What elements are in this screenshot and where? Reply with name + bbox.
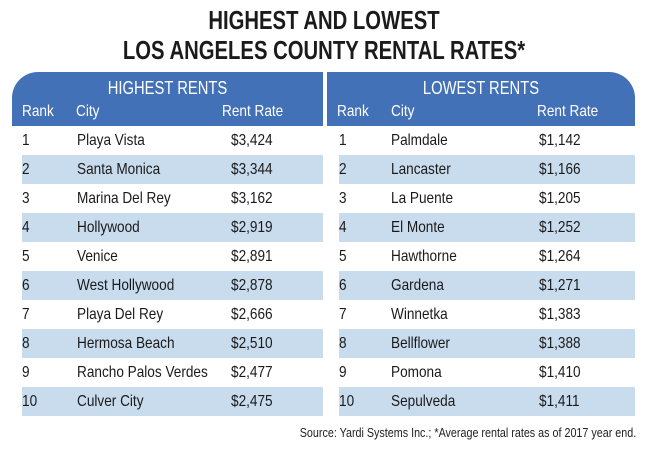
source-note: Source: Yardi Systems Inc.; *Average ren… xyxy=(299,426,636,440)
cell-rank: 8 xyxy=(339,335,347,352)
table-row: 6 West Hollywood $2,878 xyxy=(22,271,323,300)
cell-rate: $3,424 xyxy=(231,132,273,149)
cell-city: Bellflower xyxy=(391,335,450,352)
cell-rank: 7 xyxy=(22,306,30,323)
table-row: 1 Playa Vista $3,424 xyxy=(22,126,323,155)
table-row: 3 La Puente $1,205 xyxy=(339,184,635,213)
cell-rate: $1,264 xyxy=(539,248,581,265)
cell-city: Gardena xyxy=(391,277,444,294)
header-divider xyxy=(323,72,327,126)
cell-city: Playa Del Rey xyxy=(77,306,164,323)
cell-city: Winnetka xyxy=(391,306,448,323)
cell-rank: 10 xyxy=(22,393,38,410)
cell-city: Marina Del Rey xyxy=(77,190,171,207)
table-row: 6 Gardena $1,271 xyxy=(339,271,635,300)
cell-city: Sepulveda xyxy=(391,393,456,410)
cell-city: Palmdale xyxy=(391,132,448,149)
cell-rank: 9 xyxy=(22,364,30,381)
cell-rate: $1,252 xyxy=(539,219,581,236)
lowest-col-rate: Rent Rate xyxy=(537,103,599,120)
table-row: 10 Culver City $2,475 xyxy=(22,387,323,416)
cell-rate: $2,666 xyxy=(231,306,273,323)
lowest-rents-heading: LOWEST RENTS xyxy=(422,78,540,98)
table-row: 9 Rancho Palos Verdes $2,477 xyxy=(22,358,323,387)
cell-rate: $1,411 xyxy=(539,393,580,410)
table-row: 4 Hollywood $2,919 xyxy=(22,213,323,242)
table-row: 8 Bellflower $1,388 xyxy=(339,329,635,358)
cell-rate: $3,344 xyxy=(231,161,273,178)
cell-city: El Monte xyxy=(391,219,445,236)
table-row: 7 Winnetka $1,383 xyxy=(339,300,635,329)
cell-rate: $1,388 xyxy=(539,335,581,352)
cell-rank: 2 xyxy=(339,161,347,178)
table-row: 5 Hawthorne $1,264 xyxy=(339,242,635,271)
cell-city: Rancho Palos Verdes xyxy=(77,364,208,381)
table-row: 3 Marina Del Rey $3,162 xyxy=(22,184,323,213)
table-row: 2 Santa Monica $3,344 xyxy=(22,155,323,184)
cell-city: Hollywood xyxy=(77,219,140,236)
table-row: 7 Playa Del Rey $2,666 xyxy=(22,300,323,329)
highest-col-city: City xyxy=(76,103,100,120)
cell-city: Playa Vista xyxy=(77,132,145,149)
page-title-line-2: LOS ANGELES COUNTY RENTAL RATES* xyxy=(122,35,526,65)
table-row: 2 Lancaster $1,166 xyxy=(339,155,635,184)
cell-city: Lancaster xyxy=(391,161,451,178)
cell-rate: $2,878 xyxy=(231,277,273,294)
lowest-col-city: City xyxy=(391,103,415,120)
highest-col-rate: Rent Rate xyxy=(222,103,284,120)
cell-city: La Puente xyxy=(391,190,454,207)
lowest-rents-table: 1 Palmdale $1,142 2 Lancaster $1,166 3 La Puent… xyxy=(339,126,635,416)
cell-rank: 2 xyxy=(22,161,30,178)
cell-rate: $2,475 xyxy=(231,393,273,410)
cell-rank: 9 xyxy=(339,364,347,381)
cell-rank: 5 xyxy=(339,248,347,265)
cell-city: Culver City xyxy=(77,393,144,410)
cell-rate: $1,166 xyxy=(539,161,581,178)
table-row: 5 Venice $2,891 xyxy=(22,242,323,271)
highest-rents-header: HIGHEST RENTS Rank City Rent Rate xyxy=(12,72,323,126)
table-row: 1 Palmdale $1,142 xyxy=(339,126,635,155)
cell-city: Hermosa Beach xyxy=(77,335,175,352)
cell-rate: $2,919 xyxy=(231,219,273,236)
cell-rate: $1,142 xyxy=(539,132,581,149)
cell-rank: 6 xyxy=(339,277,347,294)
cell-rank: 3 xyxy=(339,190,347,207)
table-row: 9 Pomona $1,410 xyxy=(339,358,635,387)
cell-rank: 8 xyxy=(22,335,30,352)
cell-rate: $2,510 xyxy=(231,335,273,352)
cell-rate: $1,271 xyxy=(539,277,581,294)
cell-city: Pomona xyxy=(391,364,442,381)
cell-rank: 5 xyxy=(22,248,30,265)
cell-rank: 10 xyxy=(339,393,355,410)
cell-rate: $1,205 xyxy=(539,190,581,207)
cell-rate: $1,383 xyxy=(539,306,581,323)
cell-rank: 3 xyxy=(22,190,30,207)
cell-rate: $3,162 xyxy=(231,190,273,207)
highest-rents-table: 1 Playa Vista $3,424 2 Santa Monica $3,344 3 Ma… xyxy=(22,126,323,416)
cell-rate: $2,891 xyxy=(231,248,273,265)
lowest-rents-header: LOWEST RENTS Rank City Rent Rate xyxy=(327,72,635,126)
cell-city: Santa Monica xyxy=(77,161,161,178)
cell-rank: 1 xyxy=(22,132,30,149)
cell-rank: 1 xyxy=(339,132,347,149)
cell-rate: $1,410 xyxy=(539,364,581,381)
table-row: 8 Hermosa Beach $2,510 xyxy=(22,329,323,358)
table-row: 10 Sepulveda $1,411 xyxy=(339,387,635,416)
cell-rank: 4 xyxy=(22,219,30,236)
cell-rank: 4 xyxy=(339,219,347,236)
highest-rents-heading: HIGHEST RENTS xyxy=(107,78,228,98)
cell-rate: $2,477 xyxy=(231,364,273,381)
table-row: 4 El Monte $1,252 xyxy=(339,213,635,242)
cell-city: Venice xyxy=(77,248,118,265)
lowest-col-rank: Rank xyxy=(337,103,369,120)
cell-city: Hawthorne xyxy=(391,248,457,265)
highest-col-rank: Rank xyxy=(22,103,54,120)
cell-rank: 6 xyxy=(22,277,30,294)
cell-city: West Hollywood xyxy=(77,277,175,294)
page-title-line-1: HIGHEST AND LOWEST xyxy=(208,5,440,35)
cell-rank: 7 xyxy=(339,306,347,323)
